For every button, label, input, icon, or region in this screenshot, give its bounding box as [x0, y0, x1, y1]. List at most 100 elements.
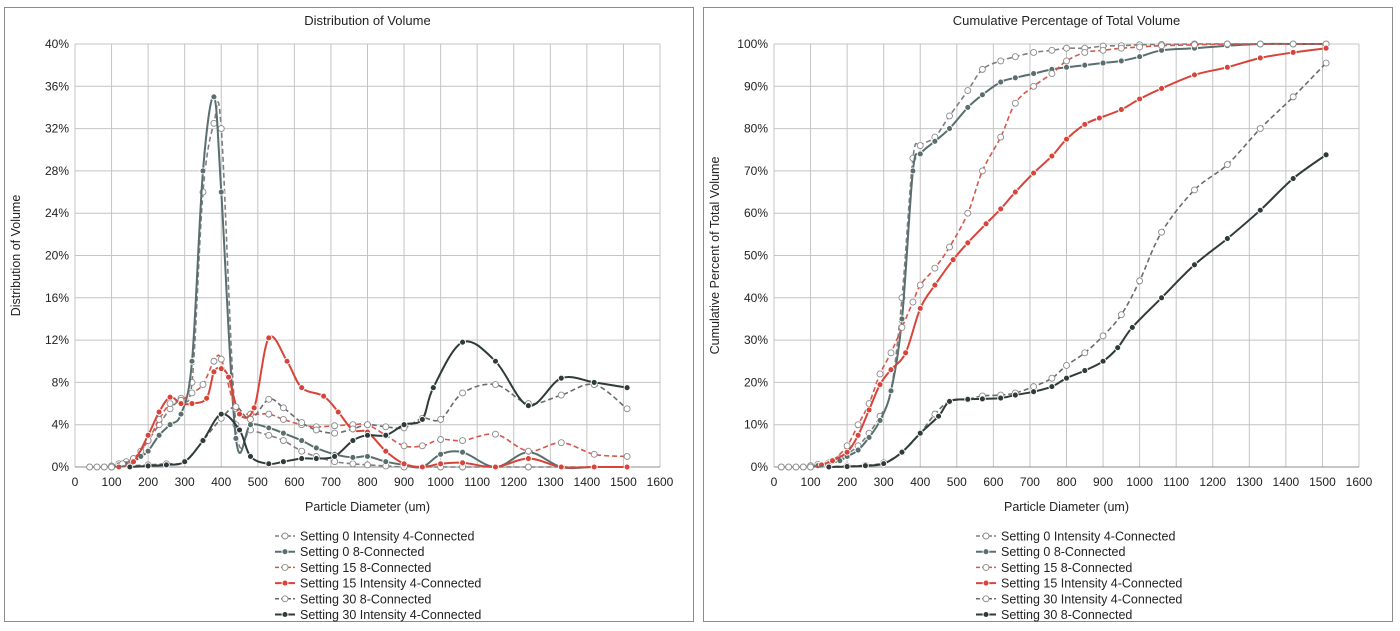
data-point	[320, 392, 328, 400]
data-point	[865, 406, 873, 414]
data-point	[459, 437, 467, 445]
y-tick-label: 36%	[45, 79, 69, 93]
x-tick-label: 200	[837, 475, 857, 489]
data-point	[181, 458, 189, 466]
x-tick-label: 800	[357, 475, 377, 489]
legend-swatch-marker	[982, 611, 990, 618]
data-point	[1011, 391, 1019, 399]
data-point	[1136, 95, 1144, 103]
data-point	[902, 349, 910, 357]
data-point	[210, 93, 218, 101]
y-tick-label: 80%	[744, 122, 768, 136]
data-point	[623, 463, 631, 471]
data-point	[177, 410, 185, 418]
data-point	[429, 384, 437, 392]
data-point	[279, 404, 287, 412]
data-point	[144, 462, 152, 470]
x-tick-label: 500	[248, 475, 268, 489]
data-point	[1081, 61, 1089, 69]
data-point	[916, 281, 924, 289]
y-axis-label: Cumulative Percent of Total Volume	[708, 157, 722, 355]
legend-label: Setting 30 8-Connected	[300, 592, 431, 606]
data-point	[126, 463, 134, 471]
data-point	[144, 431, 152, 439]
series-1	[86, 101, 631, 471]
x-tick-label: 200	[138, 475, 158, 489]
data-point	[1191, 186, 1198, 194]
data-point	[964, 209, 972, 217]
legend-swatch-marker	[982, 532, 990, 540]
data-point	[799, 463, 807, 471]
data-point	[1223, 161, 1231, 169]
x-tick-label: 1000	[427, 475, 454, 489]
series-6	[825, 151, 1330, 471]
data-point	[1289, 49, 1297, 56]
data-point	[623, 405, 631, 413]
data-point	[199, 167, 207, 175]
data-point	[1011, 188, 1019, 196]
y-tick-label: 100%	[737, 37, 768, 51]
series-line	[129, 340, 628, 468]
data-point	[590, 463, 598, 471]
data-point	[217, 410, 225, 418]
legend-swatch-marker	[281, 563, 289, 571]
data-point	[887, 387, 895, 395]
data-point	[492, 357, 499, 365]
x-tick-label: 300	[874, 475, 894, 489]
legend-item: Setting 15 8-Connected	[275, 561, 431, 575]
x-tick-label: 1400	[1273, 475, 1300, 489]
data-point	[232, 403, 240, 411]
x-tick-label: 500	[947, 475, 967, 489]
data-point	[843, 448, 851, 456]
data-point	[978, 167, 986, 175]
data-point	[880, 460, 888, 468]
data-point	[946, 112, 953, 120]
data-point	[1011, 74, 1019, 82]
data-point	[217, 125, 225, 133]
data-point	[946, 397, 953, 405]
data-point	[166, 393, 174, 401]
data-point	[1081, 49, 1089, 56]
data-point	[854, 421, 862, 429]
x-tick-label: 700	[1020, 475, 1040, 489]
data-point	[916, 429, 924, 437]
data-point	[1289, 175, 1297, 182]
y-tick-label: 60%	[744, 206, 768, 220]
data-point	[1114, 344, 1122, 352]
data-point	[1011, 53, 1019, 61]
x-tick-label: 400	[910, 475, 930, 489]
legend-label: Setting 0 8-Connected	[1001, 545, 1125, 559]
x-tick-label: 1600	[647, 475, 674, 489]
legend-item: Setting 30 Intensity 4-Connected	[275, 608, 481, 622]
data-point	[177, 400, 185, 407]
data-point	[418, 415, 426, 423]
data-point	[1063, 63, 1070, 71]
data-point	[334, 408, 342, 416]
data-point	[1136, 277, 1144, 285]
data-point	[898, 323, 906, 331]
y-tick-label: 50%	[744, 249, 768, 263]
data-point	[1256, 125, 1264, 133]
data-point	[524, 447, 532, 455]
data-point	[861, 462, 869, 470]
data-point	[876, 381, 884, 388]
data-point	[144, 447, 152, 455]
data-point	[188, 389, 196, 397]
data-point	[1289, 40, 1297, 48]
legend-swatch-marker	[281, 595, 289, 603]
data-point	[247, 452, 254, 460]
data-point	[265, 460, 273, 468]
data-point	[210, 368, 218, 376]
data-point	[1117, 311, 1125, 319]
legend-swatch-marker	[982, 548, 990, 556]
data-point	[524, 463, 532, 471]
data-point	[1048, 152, 1056, 160]
data-point	[557, 463, 565, 471]
data-point	[1136, 43, 1144, 51]
data-point	[590, 378, 598, 386]
y-tick-label: 0%	[52, 460, 70, 474]
x-tick-label: 100	[801, 475, 821, 489]
data-point	[1128, 323, 1136, 331]
data-point	[557, 391, 565, 399]
